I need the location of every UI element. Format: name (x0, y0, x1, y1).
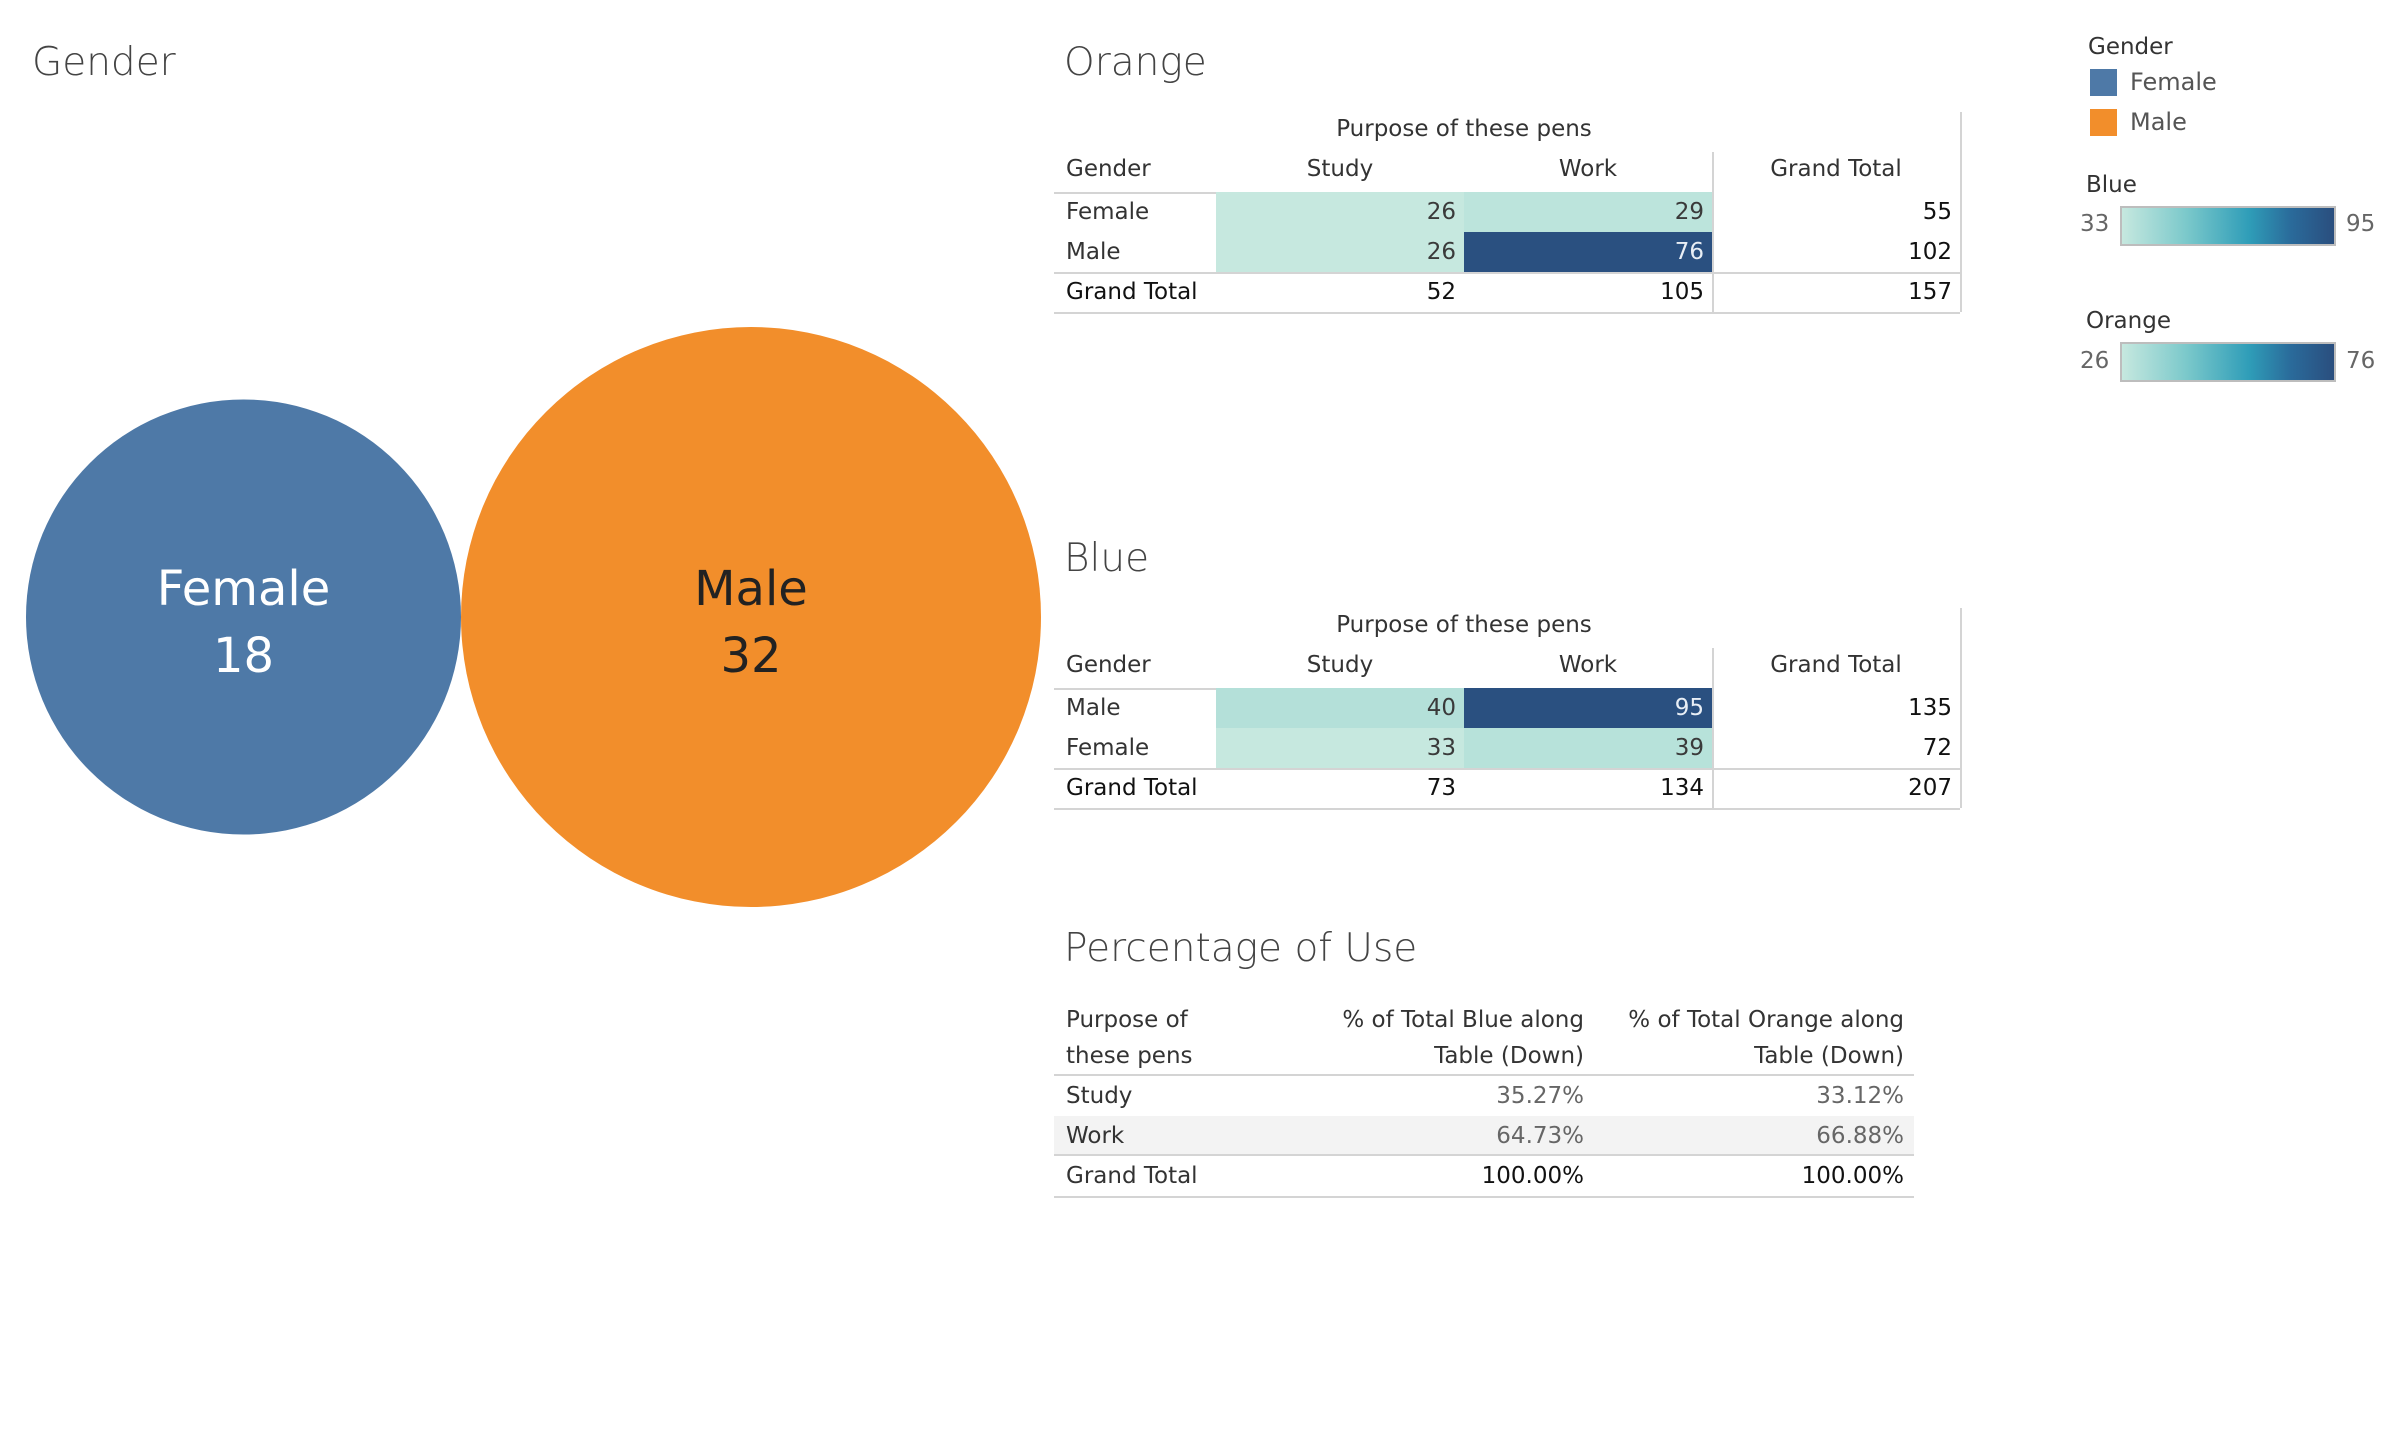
blue-legend-max: 95 (2346, 211, 2376, 237)
pct-header-line: Purpose of (1066, 1007, 1188, 1033)
bubble-label-female: Female (157, 561, 331, 617)
orange-table-title: Orange (1064, 40, 1207, 85)
blue-cell: 73 (1426, 775, 1456, 801)
blue-row-header: Gender (1066, 652, 1151, 678)
blue-legend-title: Blue (2086, 172, 2137, 198)
blue-rule (1054, 768, 1960, 770)
orange-cell: 76 (1464, 232, 1712, 272)
orange-cell: 52 (1426, 279, 1456, 305)
gender-legend-title: Gender (2088, 34, 2173, 60)
orange-crosstab: Purpose of these pens Gender Study Work Gran… (1054, 112, 1962, 332)
legend-item-male[interactable]: Male (2090, 108, 2187, 136)
blue-row-label: Male (1066, 695, 1121, 721)
bubble-label-male: Male (694, 561, 808, 617)
orange-color-ramp (2120, 342, 2336, 382)
blue-color-ramp (2120, 206, 2336, 246)
blue-column-header: Purpose of these pens (1336, 612, 1592, 638)
pct-header-line: % of Total Blue along (1342, 1007, 1584, 1033)
orange-legend-max: 76 (2346, 348, 2376, 374)
blue-cell: 39 (1464, 728, 1712, 768)
orange-column-header: Purpose of these pens (1336, 116, 1592, 142)
pct-rule (1054, 1196, 1914, 1198)
pct-rule (1054, 1154, 1914, 1156)
pct-orange-value: 33.12% (1816, 1083, 1904, 1109)
pct-blue-value: 64.73% (1496, 1123, 1584, 1149)
blue-row-total: 135 (1908, 695, 1952, 721)
legend-item-female[interactable]: Female (2090, 68, 2217, 96)
pct-header-line: these pens (1066, 1043, 1193, 1069)
orange-legend-min: 26 (2080, 348, 2110, 374)
orange-cell: 29 (1464, 192, 1712, 232)
pct-row-label: Work (1066, 1123, 1125, 1149)
bubble-female[interactable] (26, 399, 461, 835)
orange-rule (1054, 192, 1216, 194)
blue-row-label: Female (1066, 735, 1150, 761)
blue-col-work: Work (1558, 652, 1618, 678)
blue-row-total: 207 (1908, 775, 1952, 801)
blue-rule (1054, 688, 1216, 690)
orange-col-work: Work (1558, 156, 1618, 182)
orange-cell: 26 (1216, 192, 1464, 232)
orange-col-grand-total: Grand Total (1770, 156, 1902, 182)
percentage-table: Purpose of % of Total Blue along % of Tota… (1054, 1000, 1914, 1200)
orange-col-study: Study (1306, 156, 1374, 182)
orange-rule (1054, 312, 1960, 314)
orange-row-total: 157 (1908, 279, 1952, 305)
orange-row-total: 102 (1908, 239, 1952, 265)
gender-chart-title: Gender (32, 40, 176, 85)
pct-orange-value: 100.00% (1801, 1163, 1904, 1189)
blue-rule (1054, 808, 1960, 810)
pct-rule (1054, 1074, 1914, 1076)
pct-blue-value: 100.00% (1481, 1163, 1584, 1189)
bubble-male[interactable] (461, 327, 1041, 907)
blue-cell: 40 (1216, 688, 1464, 728)
pct-row-label: Study (1066, 1083, 1133, 1109)
blue-cell: 134 (1660, 775, 1704, 801)
female-swatch (2090, 68, 2117, 96)
orange-row-label: Male (1066, 239, 1121, 265)
orange-cell: 26 (1216, 232, 1464, 272)
orange-legend-title: Orange (2086, 308, 2171, 334)
pct-header-line: Table (Down) (1434, 1043, 1584, 1069)
orange-row-label: Female (1066, 199, 1150, 225)
blue-rule (1960, 608, 1962, 808)
orange-cell: 105 (1660, 279, 1704, 305)
pct-row-label: Grand Total (1066, 1163, 1198, 1189)
blue-row-label: Grand Total (1066, 775, 1198, 801)
blue-table-title: Blue (1064, 536, 1150, 581)
bubble-value-male: 32 (720, 628, 781, 684)
blue-row-total: 72 (1922, 735, 1952, 761)
blue-col-study: Study (1306, 652, 1374, 678)
orange-row-total: 55 (1922, 199, 1952, 225)
orange-rule (1960, 112, 1962, 312)
blue-col-grand-total: Grand Total (1770, 652, 1902, 678)
orange-row-label: Grand Total (1066, 279, 1198, 305)
gender-bubble-chart: Female 18 Male 32 (26, 327, 1041, 907)
legend-label-female: Female (2130, 68, 2217, 96)
blue-cell: 33 (1216, 728, 1464, 768)
blue-crosstab: Purpose of these pens Gender Study Work Gran… (1054, 608, 1962, 828)
orange-row-header: Gender (1066, 156, 1151, 182)
blue-rule (1712, 648, 1714, 808)
male-swatch (2090, 108, 2117, 136)
pct-header-line: % of Total Orange along (1628, 1007, 1904, 1033)
blue-legend-min: 33 (2080, 211, 2110, 237)
bubble-value-female: 18 (213, 628, 274, 684)
pct-header-line: Table (Down) (1754, 1043, 1904, 1069)
orange-rule (1054, 272, 1960, 274)
pct-blue-value: 35.27% (1496, 1083, 1584, 1109)
percentage-table-title: Percentage of Use (1064, 926, 1418, 971)
blue-cell: 95 (1464, 688, 1712, 728)
orange-rule (1712, 152, 1714, 312)
pct-row-band (1054, 1116, 1914, 1156)
legend-label-male: Male (2130, 108, 2187, 136)
pct-orange-value: 66.88% (1816, 1123, 1904, 1149)
